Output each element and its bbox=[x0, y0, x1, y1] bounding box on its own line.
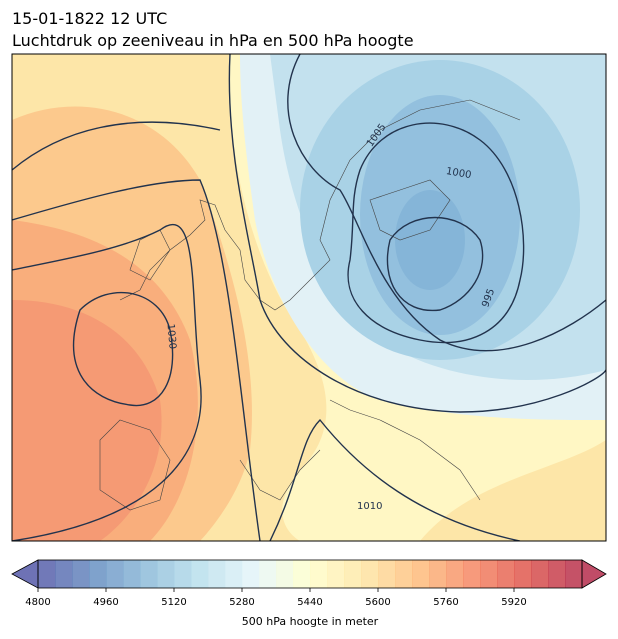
colorbar-tick-label: 4800 bbox=[25, 597, 50, 608]
map-subtitle: Luchtdruk op zeeniveau in hPa en 500 hPa… bbox=[12, 31, 414, 50]
colorbar-label: 500 hPa hoogte in meter bbox=[242, 615, 379, 628]
colorbar-tick-label: 5920 bbox=[501, 597, 526, 608]
colorbar-band bbox=[310, 560, 328, 588]
isobar-label: 1010 bbox=[357, 501, 382, 512]
colorbar-band bbox=[225, 560, 243, 588]
colorbar-band bbox=[463, 560, 481, 588]
colorbar-band bbox=[123, 560, 141, 588]
colorbar-band bbox=[174, 560, 192, 588]
colorbar-tick-label: 5760 bbox=[433, 597, 458, 608]
colorbar-band bbox=[208, 560, 226, 588]
isobar-label: 1000 bbox=[445, 166, 472, 181]
colorbar-band bbox=[191, 560, 209, 588]
colorbar-band bbox=[361, 560, 379, 588]
colorbar: 4800 4960 5120 5280 5440 5600 5760 5920 500 hPa … bbox=[11, 559, 607, 628]
colorbar-band bbox=[72, 560, 90, 588]
colorbar-band bbox=[293, 560, 311, 588]
colorbar-band bbox=[106, 560, 124, 588]
colorbar-band bbox=[446, 560, 464, 588]
colorbar-band bbox=[242, 560, 260, 588]
colorbar-tick-label: 5120 bbox=[161, 597, 186, 608]
colorbar-band bbox=[38, 560, 56, 588]
colorbar-tick-label: 4960 bbox=[93, 597, 118, 608]
colorbar-extend-low bbox=[11, 559, 39, 589]
colorbar-tick-label: 5440 bbox=[297, 597, 322, 608]
colorbar-band bbox=[531, 560, 549, 588]
colorbar-tick-label: 5600 bbox=[365, 597, 390, 608]
isobar-label: 1030 bbox=[164, 323, 177, 349]
colorbar-extend-high bbox=[581, 559, 607, 589]
colorbar-band bbox=[514, 560, 532, 588]
colorbar-band bbox=[157, 560, 175, 588]
colorbar-band bbox=[327, 560, 345, 588]
colorbar-band bbox=[259, 560, 277, 588]
colorbar-band bbox=[412, 560, 430, 588]
colorbar-band bbox=[378, 560, 396, 588]
colorbar-band bbox=[55, 560, 73, 588]
colorbar-band bbox=[497, 560, 515, 588]
colorbar-band bbox=[276, 560, 294, 588]
map-area bbox=[12, 54, 606, 541]
colorbar-tick-label: 5280 bbox=[229, 597, 254, 608]
colorbar-band bbox=[548, 560, 566, 588]
colorbar-band bbox=[344, 560, 362, 588]
colorbar-band bbox=[480, 560, 498, 588]
colorbar-band bbox=[429, 560, 447, 588]
colorbar-band bbox=[89, 560, 107, 588]
colorbar-band bbox=[395, 560, 413, 588]
map-frame bbox=[11, 53, 607, 542]
colorbar-band bbox=[565, 560, 583, 588]
map-title: 15-01-1822 12 UTC bbox=[12, 9, 167, 28]
colorbar-band bbox=[140, 560, 158, 588]
